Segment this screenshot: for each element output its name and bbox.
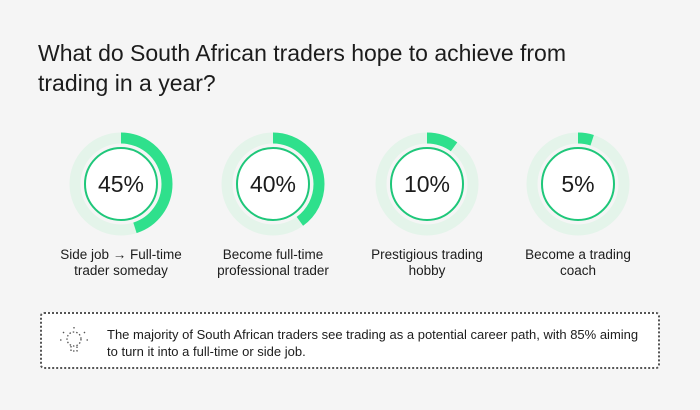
label-line-2: trader someday [74,263,168,278]
donut-value-arc [375,132,479,236]
donut-inner [541,147,615,221]
label-line-1: Side job → Full-time [60,247,182,262]
donut-value-arc [526,132,630,236]
donut-category-label: Become full-time professional trader [193,247,353,279]
donut-value-label: 10% [403,170,451,197]
insight-callout: The majority of South African traders se… [40,312,660,369]
donut-inner [84,147,158,221]
label-line-1: Become full-time [222,247,324,262]
page-title: What do South African traders hope to ac… [38,40,567,96]
donut-inner [390,147,464,221]
label-line-2: coach [559,263,597,278]
donut-inner [236,147,310,221]
label-line-2: professional trader [217,263,329,278]
donut-value-arc [221,132,325,236]
donut-value-label: 40% [249,170,297,197]
donut-category-label: Side job → Full-time trader someday [41,247,201,279]
donut-1: 45% [69,132,173,236]
donut-2: 40% [221,132,325,236]
label-line-2: hobby [408,263,446,278]
insight-text: The majority of South African traders se… [107,327,639,359]
label-line-1: Prestigious trading [371,247,483,262]
donut-category-label: Become a trading coach [498,247,658,279]
label-line-1: Become a trading [525,247,631,262]
donut-4: 5% [526,132,630,236]
donut-value-arc [69,132,173,236]
donut-category-label: Prestigious trading hobby [347,247,507,279]
donut-3: 10% [375,132,479,236]
donut-value-label: 5% [561,170,595,197]
donut-value-label: 45% [97,170,145,197]
lightbulb-icon [60,327,88,352]
